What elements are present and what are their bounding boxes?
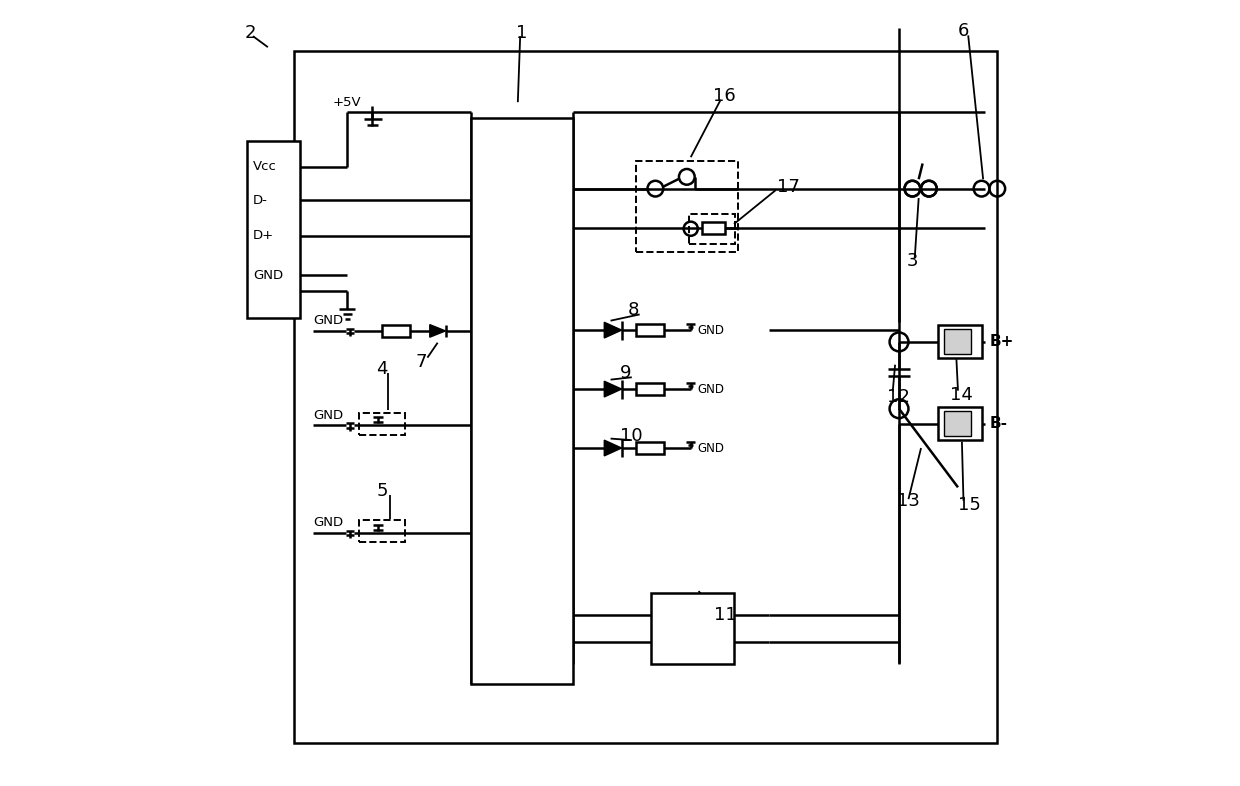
- Polygon shape: [604, 322, 621, 338]
- Bar: [636, 324, 663, 336]
- Text: 11: 11: [714, 606, 737, 623]
- Text: 8: 8: [627, 302, 640, 319]
- Bar: [944, 411, 971, 436]
- Text: 2: 2: [244, 24, 255, 42]
- Text: 12: 12: [888, 388, 910, 406]
- Bar: [689, 214, 735, 244]
- Text: D+: D+: [253, 230, 274, 242]
- Bar: [939, 325, 982, 358]
- Text: GND: GND: [314, 314, 343, 327]
- Text: GND: GND: [253, 269, 283, 281]
- Bar: [247, 141, 300, 318]
- Text: GND: GND: [314, 409, 343, 421]
- Bar: [636, 383, 663, 395]
- Bar: [636, 161, 738, 252]
- Text: Vcc: Vcc: [253, 160, 277, 173]
- Polygon shape: [604, 440, 621, 456]
- Bar: [651, 593, 734, 664]
- Text: 16: 16: [713, 87, 735, 105]
- Text: 3: 3: [906, 252, 919, 270]
- Bar: [944, 329, 971, 354]
- Bar: [360, 520, 404, 542]
- Polygon shape: [430, 325, 445, 337]
- Text: 7: 7: [415, 353, 427, 370]
- Text: 6: 6: [959, 23, 970, 40]
- Text: 15: 15: [959, 497, 981, 514]
- Bar: [702, 222, 725, 234]
- Text: +5V: +5V: [334, 96, 362, 108]
- Text: 14: 14: [950, 386, 973, 403]
- Text: GND: GND: [697, 442, 724, 454]
- Text: GND: GND: [697, 383, 724, 395]
- Text: 13: 13: [898, 493, 920, 510]
- Bar: [382, 325, 410, 337]
- Text: 10: 10: [620, 428, 642, 445]
- Bar: [636, 442, 663, 454]
- Bar: [939, 407, 982, 440]
- Bar: [294, 51, 997, 743]
- Text: 9: 9: [620, 365, 631, 382]
- Text: 17: 17: [777, 178, 800, 196]
- Polygon shape: [604, 381, 621, 397]
- Text: B+: B+: [990, 334, 1014, 350]
- Text: 1: 1: [516, 24, 528, 42]
- Text: 4: 4: [377, 361, 388, 378]
- Text: GND: GND: [314, 516, 343, 529]
- Text: 5: 5: [377, 483, 388, 500]
- Bar: [471, 118, 573, 684]
- Text: B-: B-: [990, 416, 1007, 432]
- Text: D-: D-: [253, 194, 268, 207]
- Bar: [360, 413, 404, 435]
- Text: GND: GND: [697, 324, 724, 336]
